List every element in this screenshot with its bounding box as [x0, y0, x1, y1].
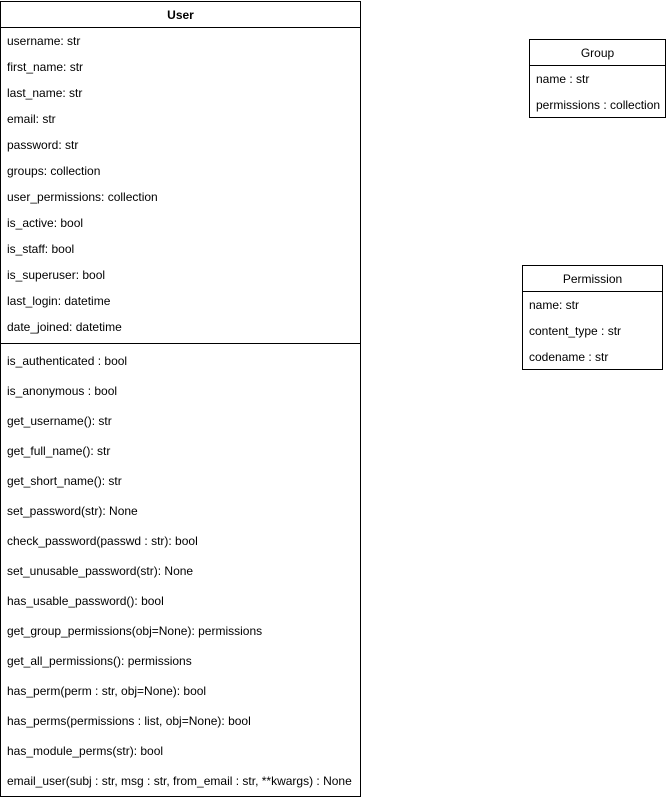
group-attribute: name : str [536, 72, 590, 86]
user-method: get_short_name(): str [7, 474, 122, 488]
user-attribute: is_superuser: bool [7, 268, 106, 282]
user-method: has_usable_password(): bool [7, 594, 164, 608]
user-method: get_username(): str [7, 414, 112, 428]
group-class-box[interactable]: Group name : str permissions : collectio… [529, 39, 666, 118]
permission-class-title: Permission [523, 266, 662, 292]
user-method: is_anonymous : bool [7, 384, 118, 398]
user-method: has_perms(permissions : list, obj=None):… [7, 714, 251, 728]
user-attribute: is_staff: bool [7, 242, 75, 256]
user-method: check_password(passwd : str): bool [7, 534, 198, 548]
user-attribute: groups: collection [7, 164, 101, 178]
user-method-list: is_authenticated : bool is_anonymous : b… [1, 344, 360, 796]
user-attribute: password: str [7, 138, 79, 152]
user-attribute: last_name: str [7, 86, 83, 100]
group-class-title: Group [530, 40, 665, 66]
user-attribute-list: username: str first_name: str last_name:… [1, 28, 360, 340]
user-attribute: is_active: bool [7, 216, 84, 230]
user-method: set_unusable_password(str): None [7, 564, 194, 578]
group-attribute: permissions : collection [536, 98, 661, 112]
user-attribute: user_permissions: collection [7, 190, 158, 204]
user-method: set_password(str): None [7, 504, 138, 518]
user-method: has_perm(perm : str, obj=None): bool [7, 684, 207, 698]
permission-attribute: name: str [529, 298, 580, 312]
user-attribute: date_joined: datetime [7, 320, 122, 334]
user-class-title: User [1, 2, 360, 28]
user-attribute: first_name: str [7, 60, 84, 74]
user-method: is_authenticated : bool [7, 354, 128, 368]
permission-attribute: codename : str [529, 350, 609, 364]
user-attribute: email: str [7, 112, 56, 126]
user-method: get_group_permissions(obj=None): permiss… [7, 624, 263, 638]
user-method: get_all_permissions(): permissions [7, 654, 192, 668]
permission-attribute: content_type : str [529, 324, 622, 338]
user-attribute: username: str [7, 34, 81, 48]
user-attribute: last_login: datetime [7, 294, 111, 308]
permission-class-box[interactable]: Permission name: str content_type : str … [522, 265, 663, 370]
user-method: email_user(subj : str, msg : str, from_e… [7, 774, 352, 788]
user-method: has_module_perms(str): bool [7, 744, 164, 758]
user-class-divider [1, 343, 360, 344]
permission-attribute-list: name: str content_type : str codename : … [523, 292, 662, 370]
group-attribute-list: name : str permissions : collection [530, 66, 665, 118]
user-method: get_full_name(): str [7, 444, 111, 458]
user-class-box[interactable]: User username: str first_name: str last_… [0, 1, 361, 797]
